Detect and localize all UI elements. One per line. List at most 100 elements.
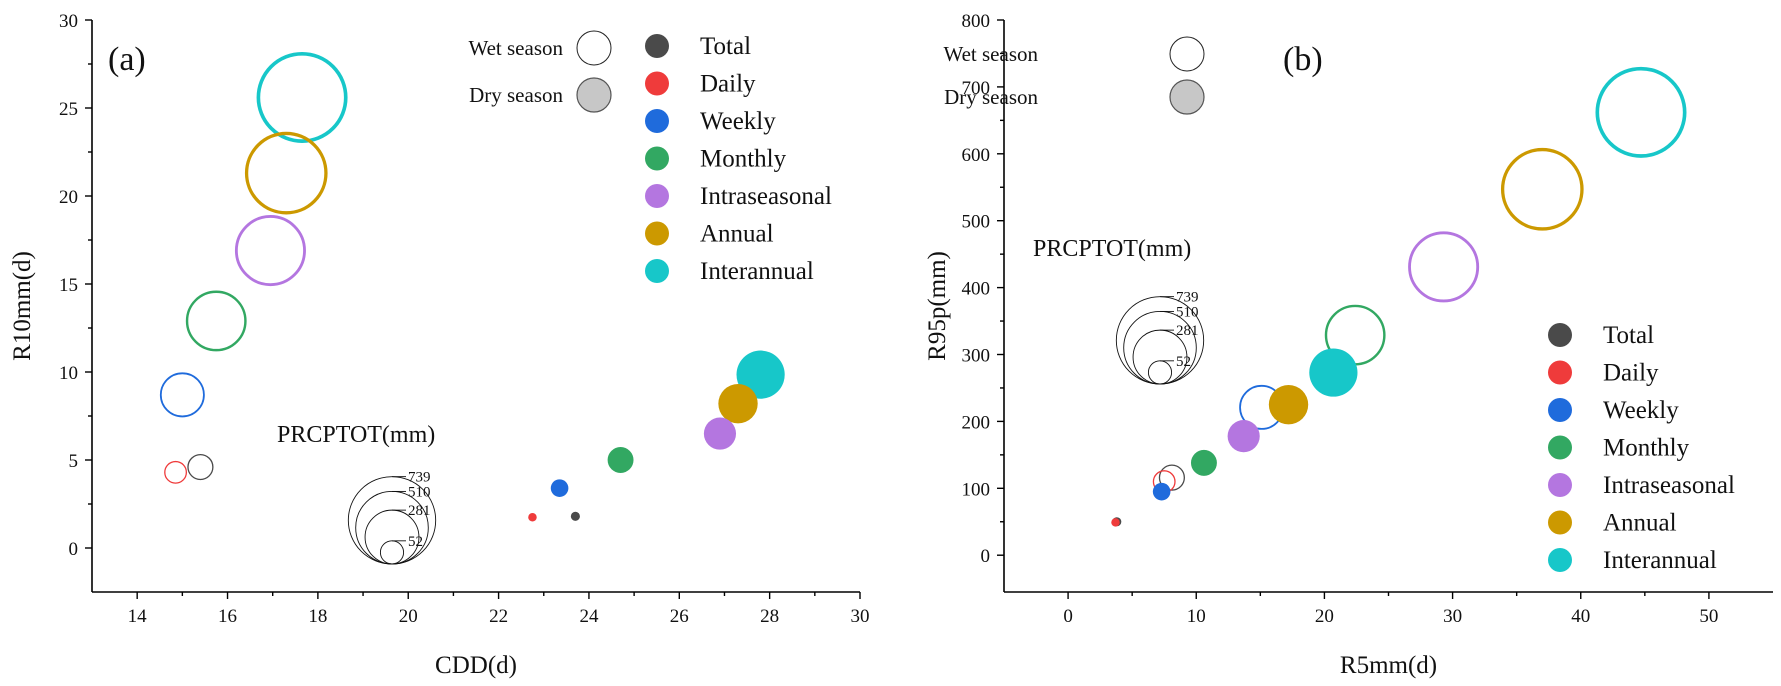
y-tick-label: 600 <box>962 145 991 166</box>
legend-label-daily: Daily <box>700 71 756 98</box>
y-tick-label: 700 <box>962 78 991 99</box>
legend-wet-season-marker <box>1169 36 1205 72</box>
point-interannual-dry <box>1309 348 1358 397</box>
y-tick-label: 20 <box>59 187 78 208</box>
y-tick-label: 25 <box>59 99 78 120</box>
legend-marker-interannual <box>1548 548 1572 572</box>
size-legend-label-52: 52 <box>1176 354 1191 370</box>
x-tick-label: 40 <box>1571 606 1590 627</box>
size-legend-label-510: 510 <box>1176 304 1199 320</box>
point-intraseasonal-dry <box>1227 420 1260 453</box>
legend-marker-total <box>1548 323 1572 347</box>
legend-label-weekly: Weekly <box>700 108 776 135</box>
legend-label-total: Total <box>700 33 751 60</box>
legend-marker-total <box>645 34 669 58</box>
x-tick-label: 50 <box>1699 606 1718 627</box>
point-annual-dry <box>718 384 758 424</box>
x-tick-label: 26 <box>670 606 689 627</box>
point-daily-dry <box>528 512 537 522</box>
legend-label-monthly: Monthly <box>1603 435 1690 462</box>
panel-label: (a) <box>108 41 146 78</box>
size-legend-title: PRCPTOT(mm) <box>277 422 435 448</box>
point-monthly-dry <box>1190 449 1217 476</box>
x-tick-label: 10 <box>1187 606 1206 627</box>
size-legend-label-281: 281 <box>1176 323 1199 339</box>
size-legend-label-739: 739 <box>408 470 431 486</box>
point-interannual-wet <box>256 51 348 143</box>
x-tick-label: 0 <box>1063 606 1073 627</box>
y-tick-label: 300 <box>962 346 991 367</box>
point-intraseasonal-dry <box>703 417 737 450</box>
legend-marker-weekly <box>645 109 669 133</box>
legend-marker-monthly <box>1548 435 1572 460</box>
point-annual-dry <box>1268 384 1309 425</box>
legend-marker-interannual <box>645 259 669 283</box>
point-monthly-wet <box>185 290 247 352</box>
x-tick-label: 30 <box>851 606 870 627</box>
y-tick-label: 500 <box>962 212 991 233</box>
legend-label-intraseasonal: Intraseasonal <box>1603 472 1735 499</box>
point-total-dry <box>570 511 580 521</box>
y-tick-label: 15 <box>59 275 78 296</box>
y-axis-label: R10mm(d) <box>9 251 36 361</box>
legend-dry-season-marker <box>1169 79 1205 115</box>
legend-label-interannual: Interannual <box>1603 547 1717 574</box>
point-weekly-dry <box>1152 482 1171 501</box>
point-weekly-dry <box>550 479 569 497</box>
point-interannual-wet <box>1595 66 1687 158</box>
y-tick-label: 400 <box>962 279 991 300</box>
legend-marker-annual <box>645 221 669 246</box>
x-tick-label: 28 <box>760 606 779 627</box>
x-tick-label: 30 <box>1443 606 1462 627</box>
point-weekly-wet <box>159 372 205 418</box>
legend-marker-daily <box>1548 360 1572 385</box>
legend-wet-season-label: Wet season <box>943 42 1038 66</box>
size-legend-label-281: 281 <box>408 503 431 519</box>
point-interannual-dry <box>736 350 785 399</box>
size-legend-title: PRCPTOT(mm) <box>1033 236 1191 262</box>
x-tick-label: 18 <box>308 606 327 627</box>
point-intraseasonal-wet <box>1408 231 1480 303</box>
y-axis-label: R95p(mm) <box>924 251 951 361</box>
size-legend-label-52: 52 <box>408 534 423 550</box>
legend-marker-intraseasonal <box>645 184 669 208</box>
legend-label-annual: Annual <box>700 221 774 248</box>
point-total-wet <box>187 453 214 481</box>
point-intraseasonal-wet <box>234 215 306 287</box>
y-tick-label: 30 <box>59 11 78 32</box>
point-daily-dry <box>1111 518 1120 527</box>
size-legend-label-510: 510 <box>408 484 431 500</box>
x-tick-label: 20 <box>1315 606 1334 627</box>
x-tick-label: 22 <box>489 606 508 627</box>
legend-label-monthly: Monthly <box>700 146 787 173</box>
panel-label: (b) <box>1283 41 1323 78</box>
legend-dry-season-label: Dry season <box>944 85 1038 109</box>
point-annual-wet <box>1500 147 1584 231</box>
legend-marker-intraseasonal <box>1548 473 1572 497</box>
legend-marker-monthly <box>645 146 669 171</box>
legend-marker-annual <box>1548 510 1572 535</box>
size-legend-circle-52 <box>1147 360 1173 385</box>
y-tick-label: 10 <box>59 363 78 384</box>
legend-label-interannual: Interannual <box>700 258 814 285</box>
x-axis-label: CDD(d) <box>435 652 517 679</box>
legend-label-weekly: Weekly <box>1603 397 1679 424</box>
legend-wet-season-marker <box>576 30 612 66</box>
point-monthly-dry <box>607 447 634 473</box>
size-legend-label-739: 739 <box>1176 290 1199 306</box>
legend-dry-season-marker <box>576 77 612 113</box>
y-tick-label: 100 <box>962 479 991 500</box>
x-tick-label: 20 <box>399 606 418 627</box>
legend-label-intraseasonal: Intraseasonal <box>700 183 832 210</box>
legend-marker-daily <box>645 71 669 96</box>
x-tick-label: 24 <box>579 606 599 627</box>
x-tick-label: 16 <box>218 606 237 627</box>
point-daily-wet <box>164 460 188 484</box>
y-tick-label: 800 <box>962 11 991 32</box>
y-tick-label: 5 <box>69 451 79 472</box>
legend-label-total: Total <box>1603 322 1654 349</box>
chart-panel-a: 14 16 18 20 22 24 26 28 30051015202530CDD(d)R10m… <box>9 11 870 679</box>
y-tick-label: 0 <box>981 546 991 567</box>
legend-label-annual: Annual <box>1603 510 1677 537</box>
